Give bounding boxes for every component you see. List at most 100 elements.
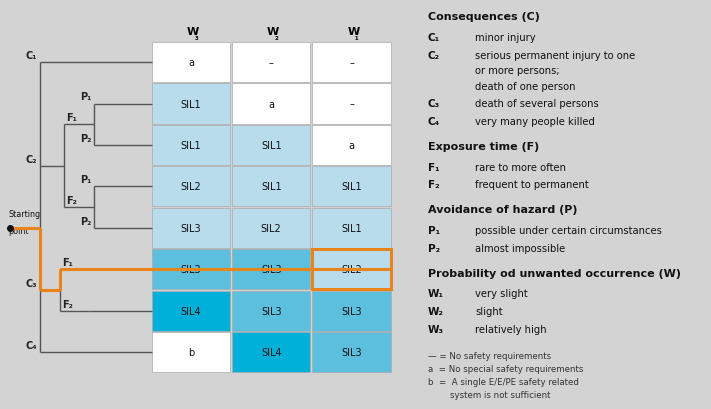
Text: SIL1: SIL1 <box>181 99 201 109</box>
Text: F₁: F₁ <box>63 258 73 267</box>
Text: death of several persons: death of several persons <box>475 99 599 109</box>
Text: P₂: P₂ <box>428 243 440 253</box>
Text: relatively high: relatively high <box>475 324 547 334</box>
Text: SIL1: SIL1 <box>341 182 362 192</box>
Text: F₁: F₁ <box>67 113 77 123</box>
FancyBboxPatch shape <box>152 43 230 83</box>
FancyBboxPatch shape <box>232 167 310 207</box>
Text: SIL3: SIL3 <box>181 265 201 274</box>
FancyBboxPatch shape <box>232 332 310 372</box>
FancyBboxPatch shape <box>232 208 310 248</box>
Text: –: – <box>349 99 354 109</box>
Text: frequent to permanent: frequent to permanent <box>475 180 589 190</box>
FancyBboxPatch shape <box>312 332 390 372</box>
Text: a: a <box>268 99 274 109</box>
Text: ₃: ₃ <box>194 33 198 42</box>
Text: –: – <box>269 58 274 68</box>
FancyBboxPatch shape <box>232 43 310 83</box>
Text: SIL3: SIL3 <box>261 306 282 316</box>
Text: C₁: C₁ <box>428 33 440 43</box>
Text: P₂: P₂ <box>80 134 92 144</box>
Text: W₃: W₃ <box>428 324 444 334</box>
FancyBboxPatch shape <box>152 291 230 331</box>
Text: W: W <box>347 27 360 37</box>
Text: Exposure time (F): Exposure time (F) <box>428 142 539 152</box>
Text: SIL3: SIL3 <box>181 223 201 233</box>
Text: death of one person: death of one person <box>475 81 575 92</box>
Text: P₁: P₁ <box>428 225 440 236</box>
FancyBboxPatch shape <box>232 126 310 166</box>
Text: or more persons;: or more persons; <box>475 66 560 76</box>
FancyBboxPatch shape <box>152 84 230 124</box>
Text: C₃: C₃ <box>428 99 440 109</box>
Text: b  =  A single E/E/PE safety related: b = A single E/E/PE safety related <box>428 377 579 386</box>
Text: C₂: C₂ <box>26 154 38 164</box>
Text: point: point <box>9 226 29 235</box>
Text: F₂: F₂ <box>67 196 77 205</box>
Text: ₁: ₁ <box>355 33 358 42</box>
Text: W: W <box>267 27 279 37</box>
FancyBboxPatch shape <box>312 43 390 83</box>
FancyBboxPatch shape <box>312 167 390 207</box>
FancyBboxPatch shape <box>232 249 310 290</box>
FancyBboxPatch shape <box>152 249 230 290</box>
Text: C₂: C₂ <box>428 50 440 61</box>
Text: SIL1: SIL1 <box>341 223 362 233</box>
FancyBboxPatch shape <box>152 208 230 248</box>
Text: minor injury: minor injury <box>475 33 535 43</box>
FancyBboxPatch shape <box>312 126 390 166</box>
Text: very slight: very slight <box>475 289 528 299</box>
Text: a: a <box>188 58 194 68</box>
Text: SIL1: SIL1 <box>181 141 201 151</box>
Text: W₂: W₂ <box>428 306 444 316</box>
Text: Starting: Starting <box>9 209 41 218</box>
Text: SIL3: SIL3 <box>261 265 282 274</box>
Text: C₃: C₃ <box>26 278 38 288</box>
Text: W: W <box>187 27 199 37</box>
Text: serious permanent injury to one: serious permanent injury to one <box>475 50 635 61</box>
Text: Consequences (C): Consequences (C) <box>428 12 540 22</box>
Text: a  = No special safety requirements: a = No special safety requirements <box>428 364 583 373</box>
Text: SIL1: SIL1 <box>261 182 282 192</box>
Text: C₄: C₄ <box>428 117 440 127</box>
Text: W₁: W₁ <box>428 289 444 299</box>
Text: SIL1: SIL1 <box>261 141 282 151</box>
Text: Probability od unwanted occurrence (W): Probability od unwanted occurrence (W) <box>428 268 680 278</box>
Text: P₂: P₂ <box>80 216 92 226</box>
Text: C₄: C₄ <box>26 340 38 350</box>
FancyBboxPatch shape <box>232 291 310 331</box>
FancyBboxPatch shape <box>232 84 310 124</box>
Text: P₁: P₁ <box>80 92 92 102</box>
FancyBboxPatch shape <box>152 126 230 166</box>
FancyBboxPatch shape <box>152 332 230 372</box>
Text: system is not sufficient: system is not sufficient <box>428 390 550 399</box>
Text: SIL4: SIL4 <box>261 347 282 357</box>
Text: SIL2: SIL2 <box>341 265 362 274</box>
FancyBboxPatch shape <box>152 167 230 207</box>
Text: SIL3: SIL3 <box>341 306 362 316</box>
Text: F₂: F₂ <box>63 299 73 309</box>
Text: P₁: P₁ <box>80 175 92 185</box>
Text: slight: slight <box>475 306 503 316</box>
Text: F₂: F₂ <box>428 180 439 190</box>
FancyBboxPatch shape <box>312 249 390 290</box>
Text: ₂: ₂ <box>274 33 278 42</box>
Text: F₁: F₁ <box>428 162 439 172</box>
FancyBboxPatch shape <box>312 291 390 331</box>
Text: a: a <box>348 141 355 151</box>
Text: b: b <box>188 347 194 357</box>
Text: C₁: C₁ <box>26 51 38 61</box>
Text: –: – <box>349 58 354 68</box>
Text: almost impossible: almost impossible <box>475 243 565 253</box>
Text: very many people killed: very many people killed <box>475 117 595 127</box>
Text: SIL2: SIL2 <box>181 182 201 192</box>
Text: rare to more often: rare to more often <box>475 162 566 172</box>
Text: — = No safety requirements: — = No safety requirements <box>428 351 551 360</box>
Text: SIL3: SIL3 <box>341 347 362 357</box>
Text: Avoidance of hazard (P): Avoidance of hazard (P) <box>428 205 577 215</box>
FancyBboxPatch shape <box>312 84 390 124</box>
Text: SIL4: SIL4 <box>181 306 201 316</box>
FancyBboxPatch shape <box>312 208 390 248</box>
Text: possible under certain circumstances: possible under certain circumstances <box>475 225 662 236</box>
Text: SIL2: SIL2 <box>261 223 282 233</box>
